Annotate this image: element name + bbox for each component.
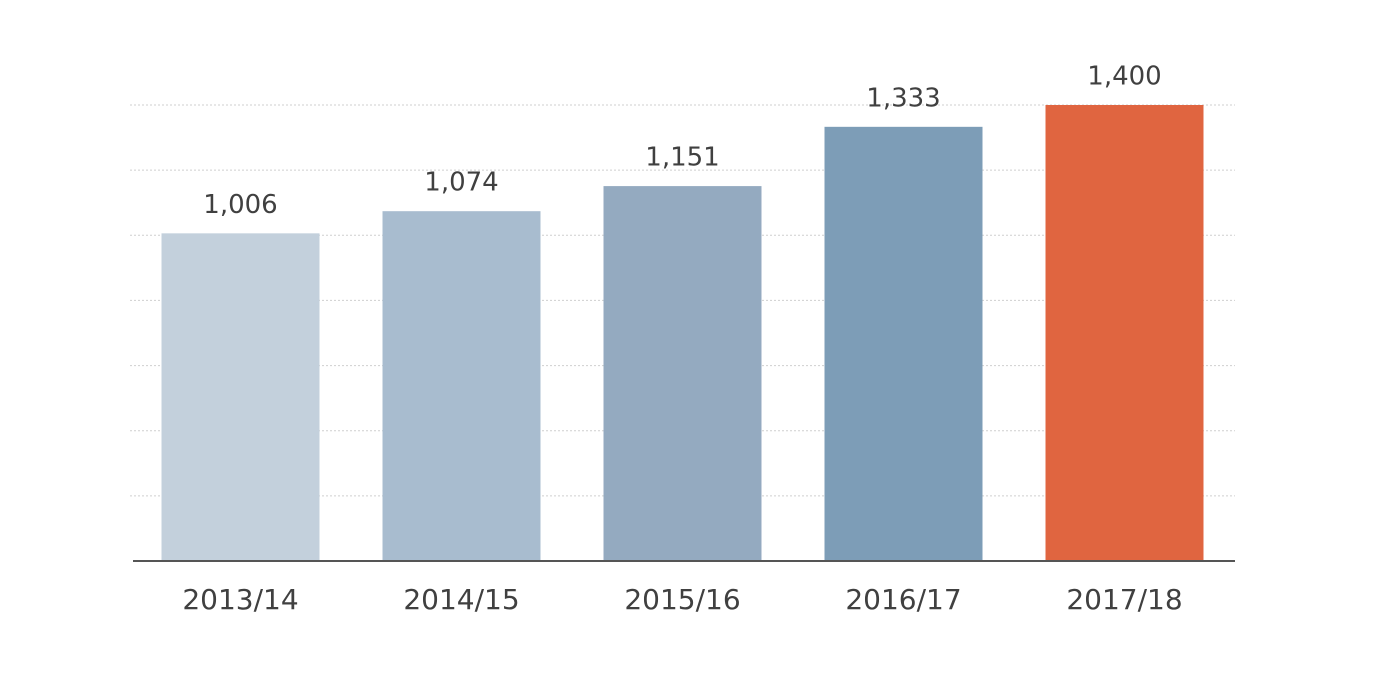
bar	[1045, 105, 1204, 561]
value-label: 1,400	[1087, 62, 1161, 92]
value-label: 1,333	[866, 83, 940, 113]
bar	[161, 233, 320, 561]
x-tick-label: 2017/18	[1066, 583, 1182, 616]
bar	[382, 211, 541, 561]
bar	[603, 186, 762, 562]
value-label: 1,006	[203, 190, 277, 220]
x-tick-label: 2016/17	[845, 583, 961, 616]
value-label: 1,151	[645, 143, 719, 173]
x-tick-label: 2015/16	[624, 583, 740, 616]
x-tick-label: 2014/15	[403, 583, 519, 616]
bar	[824, 126, 983, 561]
x-tick-label: 2013/14	[182, 583, 298, 616]
value-label: 1,074	[424, 168, 498, 198]
